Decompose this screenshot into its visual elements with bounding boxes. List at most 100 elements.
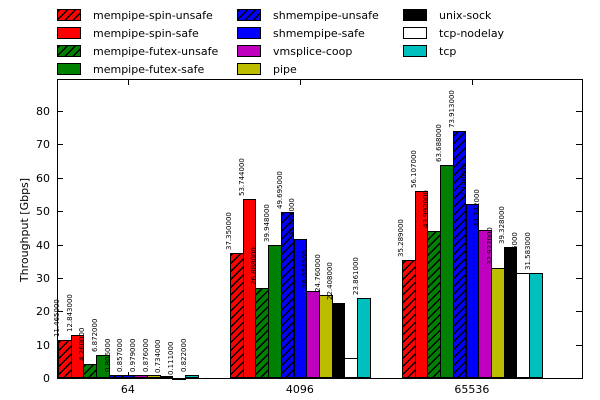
bar-value-label: 39.948000 <box>262 203 271 242</box>
y-tick-label: 20 <box>36 305 50 319</box>
legend-item-pipe: pipe <box>237 60 379 78</box>
y-tick-mark <box>57 211 63 213</box>
y-tick-mark <box>576 344 582 346</box>
bar-mempipe-futex-unsafe-64 <box>83 363 98 378</box>
x-category-label: 4096 <box>285 383 314 396</box>
legend-label: vmsplice-coop <box>273 44 353 58</box>
bar-value-label: 0.822000 <box>179 338 188 373</box>
legend-column-2: shmempipe-unsafe shmempipe-safe vmsplice-c… <box>237 6 379 78</box>
bar-value-label: 32.927000 <box>485 227 494 266</box>
bar-tcp-64 <box>185 375 199 378</box>
bar-value-label: 24.760000 <box>313 254 322 293</box>
y-tick-mark <box>57 144 63 146</box>
y-tick-label: 10 <box>36 338 50 352</box>
bar-mempipe-spin-unsafe-65536 <box>402 260 416 378</box>
bar-shmempipe-unsafe-64 <box>108 375 123 378</box>
legend-column-3: unix-sock tcp-nodelay tcp <box>403 6 504 60</box>
bar-mempipe-spin-unsafe-4096 <box>230 253 244 378</box>
bar-value-label: 37.350000 <box>224 212 233 251</box>
y-tick-mark <box>576 144 582 146</box>
bar-value-label: 35.289000 <box>396 219 405 258</box>
legend-label: tcp-nodelay <box>439 26 505 40</box>
legend-item-mempipe-futex-unsafe: mempipe-futex-unsafe <box>57 42 218 60</box>
bar-tcp-nodelay-64 <box>172 377 186 380</box>
bar-pipe-64 <box>146 375 161 378</box>
bar-pipe-4096 <box>318 295 333 378</box>
y-tick-label: 80 <box>36 105 50 118</box>
bar-value-label: 53.744000 <box>237 157 246 196</box>
y-tick-label: 40 <box>36 238 50 252</box>
legend-item-unix-sock: unix-sock <box>403 6 504 24</box>
y-tick-label: 60 <box>36 171 50 185</box>
y-tick-mark <box>576 244 582 246</box>
x-tick-mark <box>299 80 301 85</box>
bar-value-label: 63.688000 <box>434 124 443 163</box>
bar-value-label: 44.342000 <box>473 189 482 227</box>
bar-value-label: 49.695000 <box>275 171 284 210</box>
legend-label: unix-sock <box>439 8 492 22</box>
bar-shmempipe-safe-64 <box>121 375 136 378</box>
legend-item-shmempipe-safe: shmempipe-safe <box>237 24 379 42</box>
x-category-label: 64 <box>120 383 135 396</box>
bar-value-label: 43.992000 <box>422 190 431 229</box>
bar-unix-sock-4096 <box>331 303 346 378</box>
bar-value-label: 0.979000 <box>129 338 138 372</box>
y-tick-mark <box>57 111 63 112</box>
legend-swatch-vmsplice-coop <box>237 45 261 57</box>
y-tick-label: 0 <box>43 372 50 385</box>
legend-swatch-tcp <box>403 45 427 57</box>
bar-value-label: 22.408000 <box>326 262 335 301</box>
legend-swatch-pipe <box>237 63 261 75</box>
bar-vmsplice-coop-64 <box>134 374 148 378</box>
legend-item-mempipe-futex-safe: mempipe-futex-safe <box>57 60 218 78</box>
y-tick-mark <box>57 244 63 246</box>
y-tick-mark <box>576 277 582 279</box>
y-tick-mark <box>576 311 582 313</box>
legend-swatch-shmempipe-safe <box>237 27 261 39</box>
y-tick-mark <box>57 177 63 179</box>
bar-value-label: 39.328000 <box>498 205 507 244</box>
legend-item-mempipe-spin-safe: mempipe-spin-safe <box>57 24 218 42</box>
bar-value-label: 26.024000 <box>301 250 310 289</box>
bar-mempipe-futex-unsafe-4096 <box>255 288 270 378</box>
y-tick-mark <box>576 378 582 379</box>
bar-mempipe-futex-safe-65536 <box>440 165 454 378</box>
x-tick-mark <box>127 372 129 377</box>
legend-label: tcp <box>439 44 457 58</box>
bar-shmempipe-unsafe-4096 <box>280 212 295 378</box>
bar-unix-sock-64 <box>159 375 174 378</box>
bar-value-label: 0.876000 <box>141 338 150 373</box>
y-tick-mark <box>57 277 63 279</box>
y-tick-label: 70 <box>36 138 50 152</box>
plot-frame <box>57 79 583 379</box>
legend-swatch-mempipe-futex-unsafe <box>57 45 81 57</box>
bar-tcp-nodelay-4096 <box>344 357 358 378</box>
bar-mempipe-spin-unsafe-64 <box>58 339 72 378</box>
bar-value-label: 31.583000 <box>523 231 532 270</box>
legend-label: mempipe-futex-safe <box>93 62 205 76</box>
legend-label: shmempipe-safe <box>273 26 365 40</box>
bar-tcp-nodelay-65536 <box>516 273 530 378</box>
legend-swatch-shmempipe-unsafe <box>237 9 261 21</box>
bar-value-label: 0.857000 <box>116 338 125 373</box>
bar-value-label: 0.111000 <box>167 341 176 375</box>
bar-value-label: 56.107000 <box>409 149 418 188</box>
legend-column-1: mempipe-spin-unsafe mempipe-spin-safe memp… <box>57 6 218 78</box>
bar-value-label: 23.861000 <box>351 257 360 296</box>
y-tick-mark <box>57 378 63 379</box>
bar-value-label: 4.260000 <box>78 327 87 361</box>
legend-item-tcp-nodelay: tcp-nodelay <box>403 24 504 42</box>
bar-value-label: 31.456000 <box>511 232 520 270</box>
legend-item-vmsplice-coop: vmsplice-coop <box>237 42 379 60</box>
bar-pipe-65536 <box>490 268 505 378</box>
legend-swatch-mempipe-spin-safe <box>57 27 81 39</box>
legend-swatch-tcp-nodelay <box>403 27 427 39</box>
bar-value-label: 0.734000 <box>154 339 163 373</box>
bar-mempipe-spin-safe-4096 <box>242 198 257 378</box>
y-tick-mark <box>576 211 582 213</box>
y-tick-label: 30 <box>36 271 50 285</box>
bar-shmempipe-safe-65536 <box>465 203 480 378</box>
legend-label: mempipe-futex-unsafe <box>93 44 219 58</box>
legend-label: mempipe-spin-unsafe <box>93 8 213 22</box>
